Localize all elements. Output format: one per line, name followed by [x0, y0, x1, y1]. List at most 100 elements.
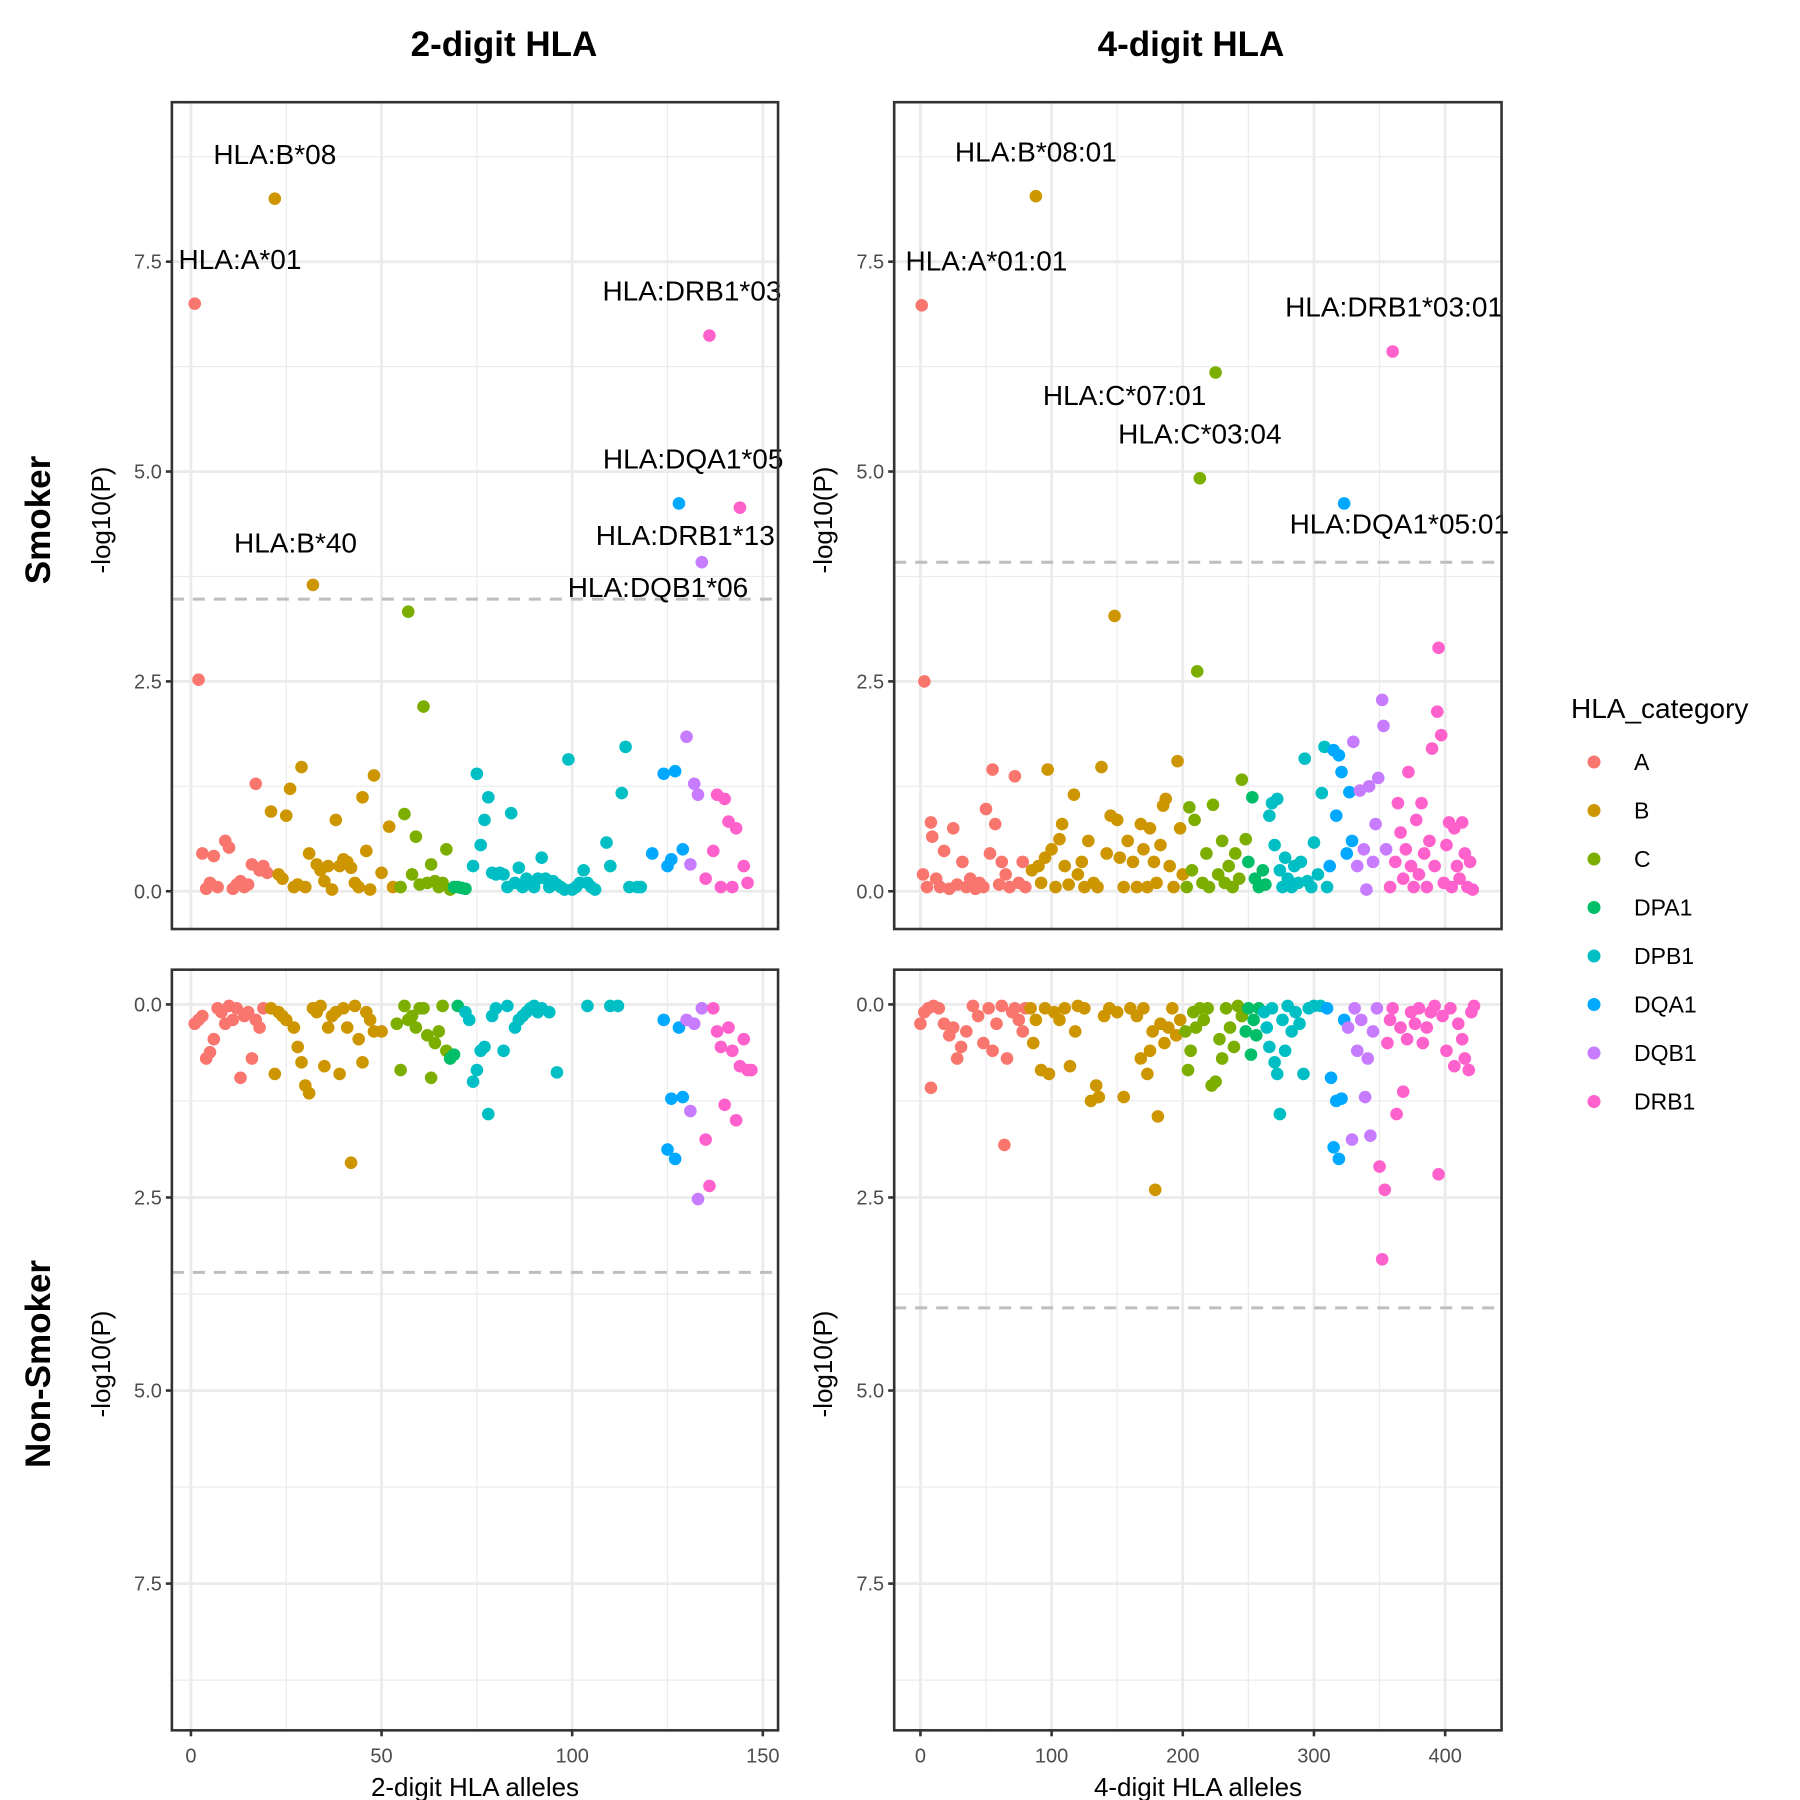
data-point-drb1 [1445, 880, 1459, 894]
data-point-drb1 [1455, 1032, 1469, 1046]
data-point-b [1041, 763, 1054, 776]
data-point-dqa1 [1335, 765, 1348, 779]
legend-swatch [1587, 804, 1601, 817]
data-point-dpa1 [1256, 863, 1270, 877]
data-point-b [321, 859, 335, 873]
data-point-b [352, 880, 365, 894]
data-point-c [390, 1017, 404, 1031]
data-point-drb1 [714, 880, 728, 894]
x-tick-label: 0 [185, 1745, 196, 1767]
data-point-drb1 [714, 1040, 728, 1054]
data-point-dqb1 [687, 777, 701, 791]
data-point-dpb1 [1297, 1067, 1310, 1081]
allele-annotation: HLA:DRB1*03:01 [1285, 292, 1503, 323]
panel-smoker-4digit: HLA:B*08:01 HLA:A*01:01 HLA:DRB1*03:01 HLA:… [856, 100, 1509, 931]
data-point-drb1 [1467, 999, 1481, 1013]
data-point-a [979, 802, 993, 816]
data-point-dqb1 [1354, 1013, 1368, 1027]
data-point-dpb1 [1311, 868, 1325, 881]
data-point-drb1 [1383, 880, 1397, 894]
data-point-b [344, 1156, 358, 1170]
data-point-b [299, 880, 312, 894]
data-point-b [329, 813, 343, 827]
data-point-dpb1 [512, 861, 526, 875]
data-point-dqb1 [1348, 1001, 1361, 1015]
data-point-a [1012, 1013, 1026, 1027]
data-point-c [398, 807, 411, 821]
data-point-b [1137, 842, 1150, 856]
data-point-dqa1 [1320, 1001, 1334, 1015]
data-point-drb1 [737, 1032, 751, 1046]
data-point-b [1110, 1005, 1124, 1019]
data-point-dqa1 [645, 847, 659, 860]
data-point-drb1 [1425, 742, 1439, 755]
data-point-c [417, 700, 430, 713]
data-point-c [1202, 880, 1216, 894]
data-point-dpb1 [1263, 1040, 1276, 1054]
data-point-dqb1 [695, 555, 709, 569]
data-point-dqa1 [665, 853, 678, 866]
data-point-b [1062, 878, 1075, 891]
data-point-dpa1 [1242, 855, 1255, 869]
y-axis-title-nonsmoker-left: -log10(P) [86, 1311, 116, 1418]
data-point-dqb1 [691, 1192, 705, 1206]
y-tick-label: 5.0 [134, 462, 162, 484]
data-point-b [279, 809, 293, 823]
data-point-b [295, 760, 308, 774]
data-point-b [1026, 1036, 1040, 1050]
data-point-a [226, 1013, 240, 1027]
data-point-c [1231, 999, 1245, 1013]
data-point-c [394, 880, 407, 894]
data-point-a [1019, 880, 1032, 894]
data-point-a [990, 1017, 1003, 1031]
data-point-a [230, 1001, 243, 1015]
data-point-a [920, 880, 934, 894]
data-point-dqa1 [1329, 809, 1343, 823]
data-point-dpb1 [1270, 1067, 1284, 1081]
data-point-b [279, 1013, 293, 1027]
data-point-a [196, 1009, 209, 1023]
allele-annotation: HLA:B*08:01 [955, 136, 1117, 167]
data-point-drb1 [1434, 728, 1448, 742]
data-point-b [1159, 792, 1173, 806]
data-point-b [363, 883, 377, 896]
data-point-a [982, 1001, 995, 1015]
data-point-drb1 [1391, 796, 1405, 810]
data-point-dqa1 [1337, 497, 1351, 510]
data-point-c [424, 1071, 438, 1085]
data-point-a [946, 1021, 960, 1034]
data-point-a [918, 675, 931, 688]
data-point-dpb1 [1278, 851, 1292, 864]
data-point-b [314, 999, 327, 1013]
data-point-b [321, 1021, 335, 1034]
data-point-dpb1 [550, 1066, 564, 1079]
panel-border [892, 100, 1503, 931]
data-point-drb1 [1428, 859, 1441, 873]
data-point-c [1206, 798, 1220, 812]
data-point-a [983, 847, 997, 860]
y-tick-label: 0.0 [856, 994, 884, 1016]
data-point-b [1055, 817, 1069, 831]
data-point-a [222, 841, 236, 854]
data-point-b [1171, 754, 1184, 768]
data-point-a [999, 868, 1012, 881]
data-point-c [398, 999, 411, 1013]
data-point-dpb1 [478, 1040, 491, 1054]
data-point-drb1 [1375, 1252, 1389, 1266]
data-point-drb1 [1444, 1001, 1457, 1015]
data-point-drb1 [1394, 826, 1407, 839]
data-point-drb1 [1451, 1017, 1465, 1031]
data-point-b [1042, 1067, 1056, 1081]
panel-nonsmoker-2digit: 0.0 2.5 5.0 7.5 0 50 100 150 [134, 968, 780, 1767]
data-point-dpb1 [501, 999, 514, 1013]
legend-entry-dqb1: DQB1 [1587, 1040, 1697, 1066]
data-point-dqa1 [676, 842, 690, 856]
data-point-dpb1 [1265, 1001, 1279, 1015]
data-point-b [337, 1001, 350, 1015]
data-point-dpb1 [577, 863, 590, 877]
data-point-c [405, 1009, 419, 1023]
allele-annotation: HLA:B*08 [213, 139, 336, 170]
data-point-dqb1 [1364, 1129, 1377, 1143]
data-point-b [302, 1086, 316, 1100]
data-point-b [1053, 1013, 1066, 1027]
